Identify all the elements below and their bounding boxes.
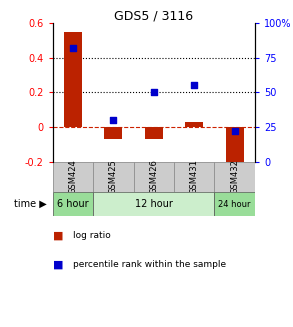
Bar — [134, 162, 174, 192]
Bar — [64, 32, 82, 127]
Text: 24 hour: 24 hour — [219, 199, 251, 209]
Bar — [185, 122, 203, 127]
Text: ■: ■ — [53, 260, 63, 270]
Bar — [174, 162, 214, 192]
Text: ■: ■ — [53, 231, 63, 240]
Bar — [93, 192, 214, 216]
Point — [151, 90, 156, 95]
Bar — [104, 127, 122, 139]
Text: log ratio: log ratio — [73, 231, 111, 240]
Bar — [145, 127, 163, 139]
Bar — [93, 162, 134, 192]
Bar — [214, 162, 255, 192]
Text: GSM425: GSM425 — [109, 160, 118, 194]
Text: GSM432: GSM432 — [230, 160, 239, 194]
Text: 12 hour: 12 hour — [135, 199, 173, 209]
Text: time ▶: time ▶ — [14, 199, 47, 209]
Title: GDS5 / 3116: GDS5 / 3116 — [114, 10, 193, 23]
Text: percentile rank within the sample: percentile rank within the sample — [73, 260, 226, 269]
Bar — [53, 192, 93, 216]
Point — [192, 83, 197, 88]
Point — [232, 129, 237, 134]
Bar — [226, 127, 244, 167]
Text: GSM431: GSM431 — [190, 160, 199, 194]
Text: 6 hour: 6 hour — [57, 199, 89, 209]
Text: GSM426: GSM426 — [149, 160, 158, 194]
Bar — [53, 162, 93, 192]
Point — [71, 45, 75, 50]
Bar — [214, 192, 255, 216]
Point — [111, 117, 116, 123]
Text: GSM424: GSM424 — [69, 160, 77, 194]
